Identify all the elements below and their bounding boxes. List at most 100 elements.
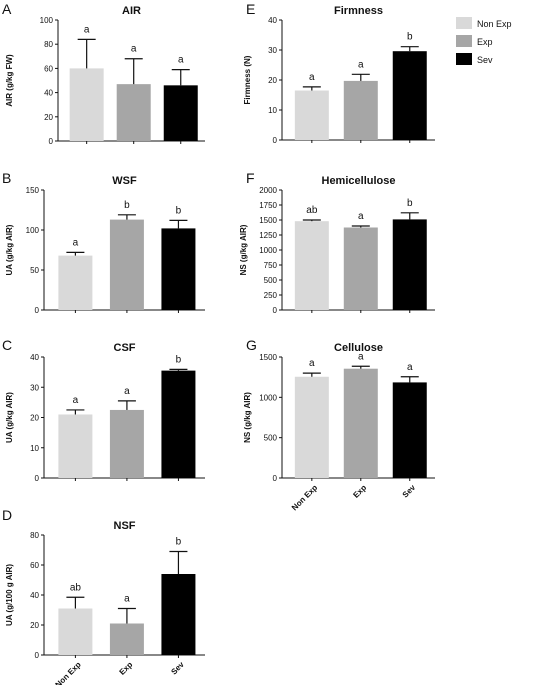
panel-title: AIR (122, 5, 141, 17)
y-axis-label: AIR (g/kg FW) (5, 54, 14, 107)
y-axis-label: NS (g/kg AIR) (243, 392, 252, 443)
y-tick-label: 500 (264, 276, 278, 285)
panel-title: WSF (112, 175, 137, 187)
panel-title: CSF (114, 342, 136, 354)
bar-non-exp (58, 255, 93, 310)
legend-label: Non Exp (477, 19, 512, 29)
panel-g: G Cellulose 0 500 1000 1500 NS (g/kg AIR) a Non … (243, 337, 435, 512)
y-tick-label: 750 (264, 261, 278, 270)
bar-exp (109, 219, 144, 310)
y-tick-label: 250 (264, 291, 278, 300)
y-tick-label: 40 (44, 89, 53, 98)
bar-sev (392, 219, 427, 310)
y-axis-label: UA (g/kg AIR) (5, 392, 14, 443)
bar-exp (109, 623, 144, 655)
y-tick-label: 0 (35, 306, 40, 315)
y-tick-label: 0 (273, 306, 278, 315)
y-tick-label: 60 (44, 64, 53, 73)
significance-letter: a (124, 594, 130, 605)
y-tick-label: 0 (273, 474, 278, 483)
y-tick-label: 500 (264, 434, 278, 443)
significance-letter: b (176, 205, 182, 216)
y-axis-label: Firmness (N) (243, 55, 252, 104)
significance-letter: a (131, 44, 137, 55)
y-tick-label: 40 (30, 353, 39, 362)
y-tick-label: 40 (30, 591, 39, 600)
significance-letter: b (176, 537, 182, 548)
bar-exp (343, 227, 378, 310)
significance-letter: a (124, 386, 130, 397)
bar-non-exp (58, 414, 93, 478)
legend-swatch-sev (456, 53, 472, 65)
bar-exp (343, 80, 378, 140)
y-tick-label: 20 (30, 414, 39, 423)
y-tick-label: 0 (35, 474, 40, 483)
bar-non-exp (294, 376, 329, 478)
panel-a: A AIR 0 20 40 60 80 100 AIR (g/kg FW) a a a (2, 1, 205, 146)
bar-non-exp (294, 90, 329, 140)
bar-exp (109, 409, 144, 478)
bar-sev (392, 51, 427, 141)
significance-letter: b (176, 354, 182, 365)
y-tick-label: 30 (30, 383, 39, 392)
panel-c: C CSF 0 10 20 30 40 UA (g/kg AIR) a a b (2, 337, 205, 483)
bar-non-exp (58, 608, 93, 655)
x-tick-label: Sev (401, 483, 418, 500)
significance-letter: a (84, 24, 90, 35)
panel-letter: F (246, 170, 255, 186)
significance-letter: a (309, 72, 315, 83)
y-tick-label: 100 (26, 226, 40, 235)
y-tick-label: 10 (30, 444, 39, 453)
y-tick-label: 1000 (259, 393, 277, 402)
bar-sev (161, 370, 196, 478)
panel-e: E Firmness 0 10 20 30 40 Firmness (N) a a b (243, 1, 435, 145)
y-axis-label: NS (g/kg AIR) (239, 224, 248, 275)
significance-letter: ab (306, 205, 318, 216)
legend-swatch-exp (456, 35, 472, 47)
y-tick-label: 0 (273, 136, 278, 145)
y-tick-label: 80 (44, 40, 53, 49)
y-tick-label: 10 (268, 106, 277, 115)
y-tick-label: 1500 (259, 216, 277, 225)
panel-letter: D (2, 507, 12, 523)
significance-letter: a (407, 362, 413, 373)
y-tick-label: 100 (40, 16, 54, 25)
y-tick-label: 150 (26, 186, 40, 195)
y-tick-label: 20 (30, 621, 39, 630)
y-tick-label: 30 (268, 46, 277, 55)
significance-letter: a (73, 395, 79, 406)
x-tick-label: Exp (351, 483, 368, 500)
y-tick-label: 0 (35, 651, 40, 660)
bar-sev (392, 382, 427, 478)
y-tick-label: 20 (268, 76, 277, 85)
significance-letter: a (73, 237, 79, 248)
panel-title: Firmness (334, 5, 383, 17)
significance-letter: ab (70, 582, 82, 593)
significance-letter: a (178, 55, 184, 66)
legend-label: Sev (477, 55, 493, 65)
legend-swatch-non-exp (456, 17, 472, 29)
x-tick-label: Sev (169, 660, 186, 677)
x-tick-label: Exp (118, 660, 135, 677)
panel-letter: G (246, 337, 257, 353)
legend-label: Exp (477, 37, 493, 47)
y-tick-label: 2000 (259, 186, 277, 195)
panel-b: B WSF 0 50 100 150 UA (g/kg AIR) a b b (2, 170, 205, 315)
y-axis-label: UA (g/100 g AIR) (5, 564, 14, 626)
y-tick-label: 1750 (259, 201, 277, 210)
panel-title: Hemicellulose (322, 175, 396, 187)
significance-letter: a (358, 351, 364, 362)
panel-letter: C (2, 337, 12, 353)
significance-letter: a (309, 358, 315, 369)
significance-letter: b (407, 198, 413, 209)
panel-letter: E (246, 1, 255, 17)
bar-sev (161, 574, 196, 655)
legend: Non Exp Exp Sev (456, 17, 512, 65)
panel-f: F Hemicellulose 0 250 500 750 1000 1250 1500 1750… (239, 170, 435, 315)
panel-letter: A (2, 1, 12, 17)
significance-letter: a (358, 211, 364, 222)
bar-exp (343, 368, 378, 478)
bar-exp (116, 84, 151, 141)
significance-letter: b (407, 32, 413, 43)
y-tick-label: 80 (30, 531, 39, 540)
